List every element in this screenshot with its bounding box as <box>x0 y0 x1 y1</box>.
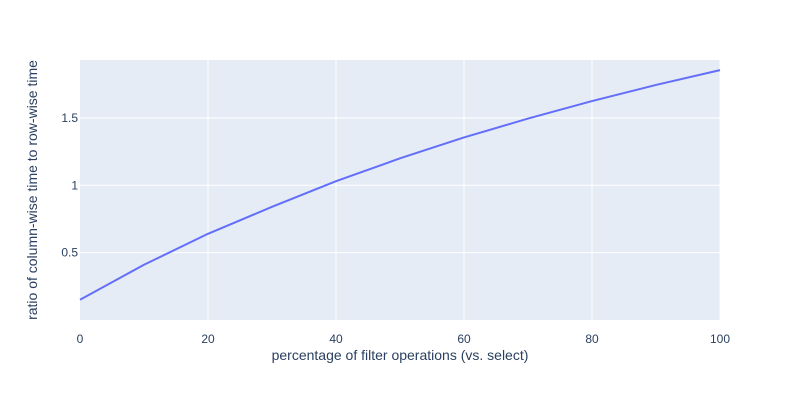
x-tick-label: 100 <box>710 332 730 346</box>
x-tick-label: 60 <box>457 332 471 346</box>
x-tick-label: 40 <box>329 332 343 346</box>
series-layer <box>79 69 721 301</box>
x-tick-label: 80 <box>585 332 599 346</box>
y-tick-label: 1 <box>71 178 78 192</box>
y-tick-label: 1.5 <box>61 111 78 125</box>
y-tick-label: 0.5 <box>61 246 78 260</box>
plot-area <box>80 60 720 320</box>
y-axis-title: ratio of column-wise time to row-wise ti… <box>24 60 40 320</box>
grid-lines <box>80 60 721 320</box>
x-axis-ticks: 0 20 40 60 80 100 <box>77 332 731 346</box>
y-axis-ticks: 0.5 1 1.5 <box>61 111 78 260</box>
x-tick-label: 20 <box>201 332 215 346</box>
series-line <box>79 69 721 301</box>
x-tick-label: 0 <box>77 332 84 346</box>
x-axis-title: percentage of filter operations (vs. sel… <box>272 347 529 363</box>
